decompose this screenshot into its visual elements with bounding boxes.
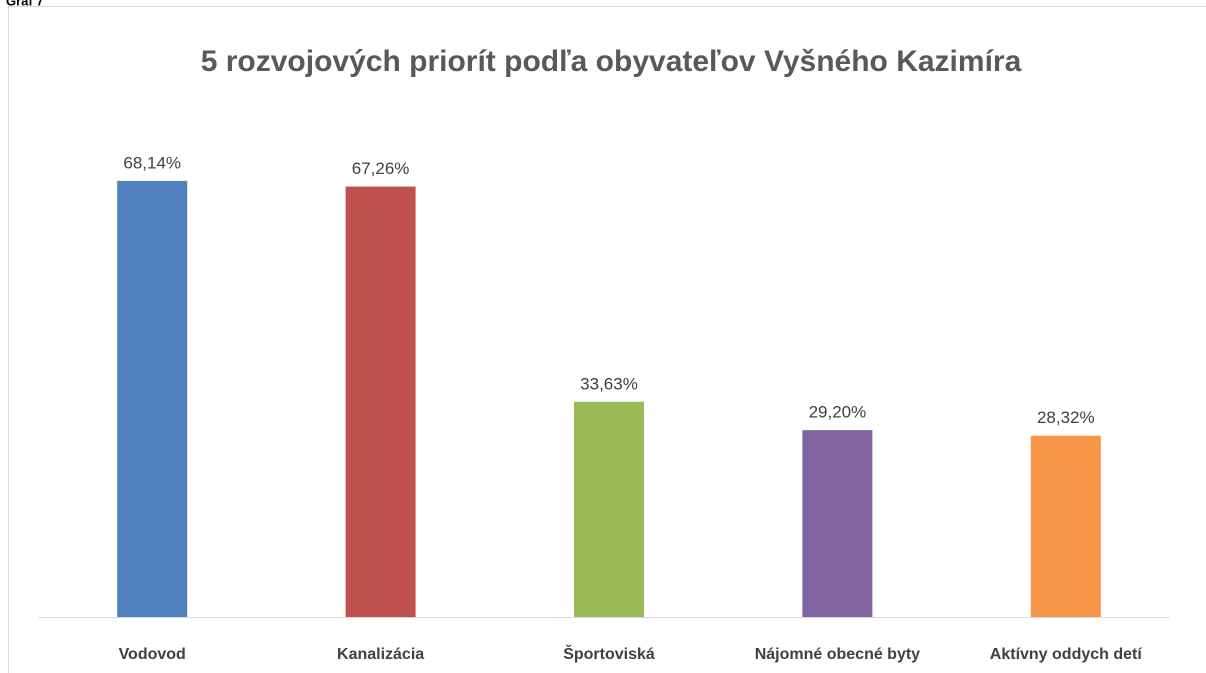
x-tick-label: Nájomné obecné byty: [755, 646, 920, 663]
x-tick-label: Aktívny oddych detí: [990, 646, 1143, 663]
x-tick-label: Športoviská: [563, 644, 655, 663]
data-label: 67,26%: [352, 159, 410, 178]
bar: [574, 401, 644, 617]
bar: [1030, 435, 1101, 617]
data-label: 68,14%: [123, 153, 181, 172]
data-label: 29,20%: [809, 403, 867, 422]
x-tick-label: Vodovod: [119, 646, 186, 663]
bar: [802, 430, 873, 617]
bar: [345, 186, 416, 617]
x-tick-label: Kanalizácia: [337, 646, 424, 663]
data-label: 28,32%: [1037, 408, 1095, 427]
bar: [117, 180, 188, 618]
data-label: 33,63%: [580, 374, 638, 393]
chart-title: 5 rozvojových priorít podľa obyvateľov V…: [201, 45, 1022, 78]
caption: Graf 7: [6, 0, 44, 8]
